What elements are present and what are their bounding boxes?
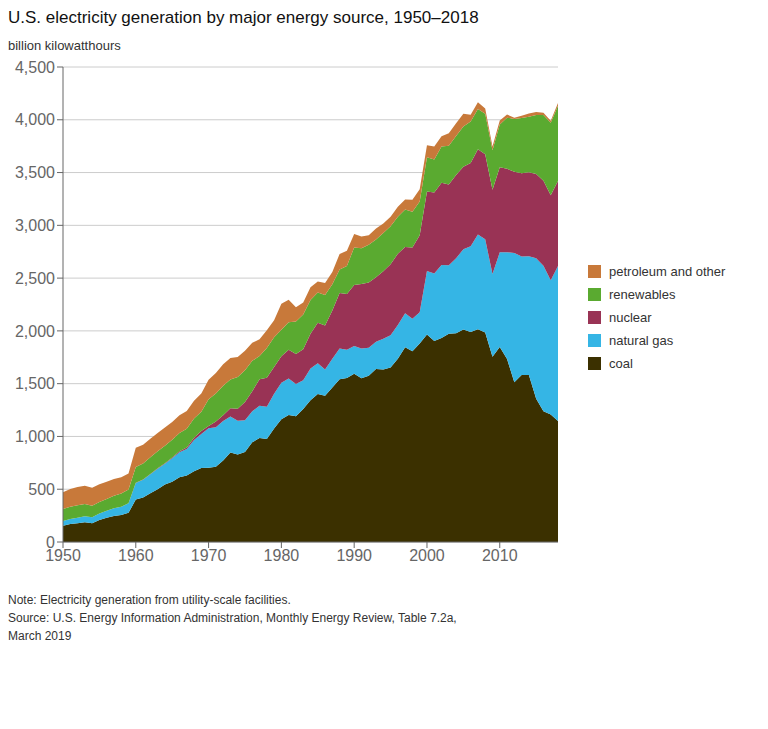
svg-text:2010: 2010: [482, 547, 518, 564]
svg-text:0: 0: [46, 534, 55, 551]
html-text:Note: Electricity generation f: Note: Electricity generation from utilit…: [8, 593, 291, 607]
svg-text:1970: 1970: [191, 547, 227, 564]
svg-text:3,000: 3,000: [15, 217, 55, 234]
svg-text:4,000: 4,000: [15, 111, 55, 128]
svg-text:1960: 1960: [118, 547, 154, 564]
svg-text:1950: 1950: [45, 547, 81, 565]
svg-text:2000: 2000: [409, 547, 445, 564]
html-text:Source: U.S. Energy Informatio: Source: U.S. Energy Information Administ…: [8, 611, 457, 625]
html-text:billion kilowatthours: billion kilowatthours: [8, 38, 121, 53]
svg-text:2,500: 2,500: [15, 270, 55, 287]
svg-text:1980: 1980: [264, 547, 300, 564]
html-text:March 2019: March 2019: [8, 629, 72, 643]
svg-text:500: 500: [28, 481, 55, 498]
svg-text:1,000: 1,000: [15, 428, 55, 445]
html-text:nuclear: nuclear: [609, 309, 652, 325]
html-text:renewables: renewables: [609, 286, 676, 302]
svg-text:2,000: 2,000: [15, 323, 55, 340]
svg-text:1,500: 1,500: [15, 375, 55, 392]
html-text:natural gas: natural gas: [609, 332, 674, 348]
html-text:U.S. electricity generation by: U.S. electricity generation by major ene…: [8, 8, 479, 27]
svg-text:4,500: 4,500: [15, 59, 55, 76]
svg-text:1990: 1990: [336, 547, 372, 564]
html-text:petroleum and other: petroleum and other: [609, 263, 726, 279]
svg-text:3,500: 3,500: [15, 164, 55, 181]
html-text:coal: coal: [609, 355, 633, 371]
